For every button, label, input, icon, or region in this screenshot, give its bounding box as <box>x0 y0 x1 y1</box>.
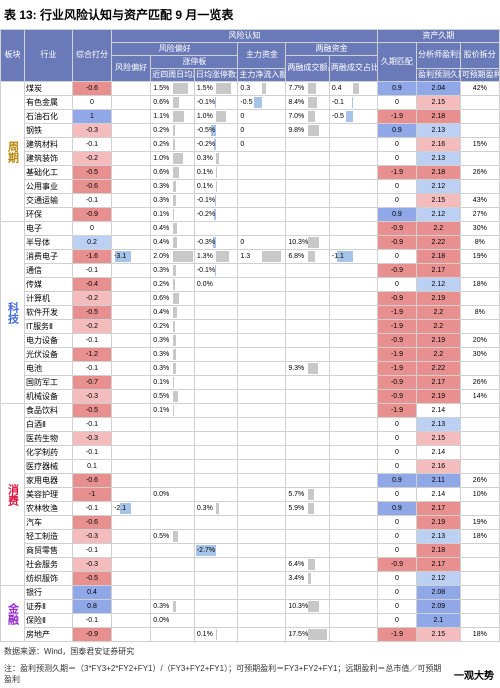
footnote: 注：盈利预测久期＝（3*FY3+2*FY2+FY1）/（FY3+FY2+FY1）… <box>0 661 500 687</box>
sector-label: 科技 <box>1 222 25 404</box>
table-row: 半导体0.20.4%-0.3%010.3%-0.92.228% <box>1 236 500 250</box>
sector-label: 周期 <box>1 82 25 222</box>
table-row: 白酒Ⅱ-0.102.13 <box>1 418 500 432</box>
sector-label: 消费 <box>1 404 25 586</box>
table-row: 建筑装饰-0.21.0%0.3%02.13 <box>1 152 500 166</box>
risk-table: 板块 行业 综合打分 风险认知 资产久期 风险偏好 主力资金 两融资金 久期匹配… <box>0 29 500 642</box>
table-row: 机械设备-0.30.5%-0.92.1914% <box>1 390 500 404</box>
table-row: 化学制药-0.102.14 <box>1 446 500 460</box>
table-row: 石油石化11.1%1.0%07.0%-0.5-1.92.18 <box>1 110 500 124</box>
table-row: 农林牧渔-0.1-2.10.3%5.9%0.92.17 <box>1 502 500 516</box>
table-row: 消费食品饮料-0.50.1%-1.92.14 <box>1 404 500 418</box>
table-row: 电池-0.10.3%9.3%-1.92.22 <box>1 362 500 376</box>
table-row: 金融银行0.402.08 <box>1 586 500 600</box>
table-row: 科技电子00.4%-0.92.230% <box>1 222 500 236</box>
table-row: 电力设备-0.10.3%-0.92.1920% <box>1 334 500 348</box>
table-row: 交通运输-0.10.3%-0.1%02.1543% <box>1 194 500 208</box>
table-row: 传媒-0.40.2%0.0%02.1218% <box>1 278 500 292</box>
table-row: 纺织服饰-0.53.4%02.12 <box>1 572 500 586</box>
table-row: 建筑材料-0.10.2%-0.2%002.1615% <box>1 138 500 152</box>
table-header: 板块 行业 综合打分 风险认知 资产久期 风险偏好 主力资金 两融资金 久期匹配… <box>1 30 500 82</box>
table-row: 家用电器-0.60.92.1126% <box>1 474 500 488</box>
sector-label: 金融 <box>1 586 25 642</box>
table-row: 钢铁-0.30.2%-0.5%09.8%0.92.13 <box>1 124 500 138</box>
table-row: 通信-0.10.3%-0.1%-0.92.17 <box>1 264 500 278</box>
table-row: 房地产-0.90.1%17.5%-1.92.1518% <box>1 628 500 642</box>
table-row: 软件开发-0.50.4%-1.92.28% <box>1 306 500 320</box>
table-row: 光伏设备-1.20.3%-1.92.230% <box>1 348 500 362</box>
table-row: 基础化工-0.50.6%0.1%-1.92.1826% <box>1 166 500 180</box>
table-row: 证券Ⅱ0.80.3%10.3%02.09 <box>1 600 500 614</box>
table-title: 表 13: 行业风险认知与资产匹配 9 月一览表 <box>0 0 500 29</box>
table-row: 周期煤炭-0.61.5%1.5%0.37.7%0.40.92.0442% <box>1 82 500 96</box>
table-row: 有色金属00.6%-0.1%-0.58.4%-0.102.15 <box>1 96 500 110</box>
table-row: 消费电子-1.6-3.12.0%1.3%1.36.8%-1.102.1819% <box>1 250 500 264</box>
logo-text: 一观大势 <box>448 661 500 688</box>
table-row: 轻工制造-0.30.5%02.1318% <box>1 530 500 544</box>
table-row: 商贸零售-0.1-2.7%02.18 <box>1 544 500 558</box>
table-row: 美容护理-10.0%5.7%02.1410% <box>1 488 500 502</box>
table-row: 公用事业-0.60.3%0.1%02.12 <box>1 180 500 194</box>
table-row: 保险Ⅱ-0.10.0%02.1 <box>1 614 500 628</box>
table-row: 汽车-0.602.1919% <box>1 516 500 530</box>
table-row: 环保-0.90.1%-0.2%0.92.1227% <box>1 208 500 222</box>
table-row: 医药生物-0.302.15 <box>1 432 500 446</box>
table-row: IT服务Ⅱ-0.20.2%-1.92.2 <box>1 320 500 334</box>
table-row: 医疗器械0.102.16 <box>1 460 500 474</box>
table-row: 计算机-0.20.6%-0.92.19 <box>1 292 500 306</box>
table-row: 国防军工-0.70.1%-0.92.1726% <box>1 376 500 390</box>
data-source: 数据来源：Wind，国泰君安证券研究 <box>0 642 500 661</box>
table-row: 社会服务-0.36.4%-0.92.17 <box>1 558 500 572</box>
